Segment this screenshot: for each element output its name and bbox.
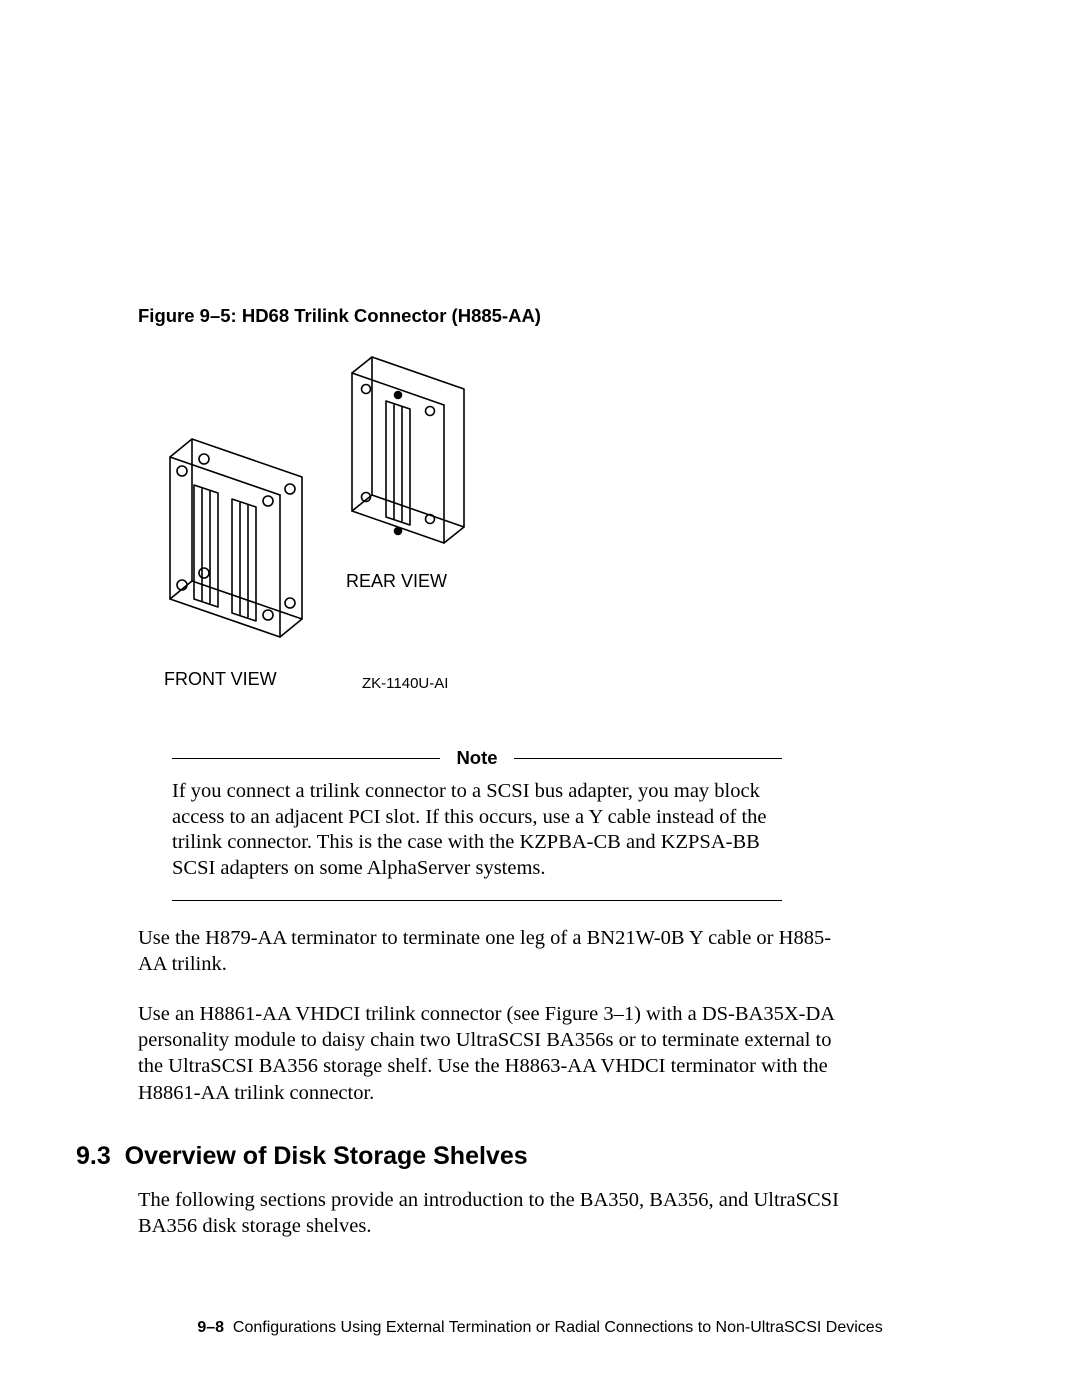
note-rule-left [172, 758, 440, 759]
rear-view-label: REAR VIEW [346, 571, 447, 592]
footer-text: Configurations Using External Terminatio… [233, 1319, 883, 1336]
rear-view-drawing [334, 349, 484, 569]
page-footer: 9–8 Configurations Using External Termin… [0, 1319, 1080, 1337]
footer-page-number: 9–8 [197, 1319, 224, 1336]
figure-caption: Figure 9–5: HD68 Trilink Connector (H885… [138, 305, 980, 327]
section-heading: 9.3 Overview of Disk Storage Shelves [76, 1142, 980, 1171]
note-label: Note [456, 747, 497, 769]
front-view-label: FRONT VIEW [164, 669, 277, 690]
section-number: 9.3 [76, 1142, 111, 1170]
note-rule-right [514, 758, 782, 759]
note-header: Note [172, 747, 782, 769]
paragraph-1: Use the H879-AA terminator to terminate … [138, 925, 848, 977]
figure-diagram: FRONT VIEW REAR VIEW ZK-1140U-AI [138, 349, 698, 689]
note-body-text: If you connect a trilink connector to a … [172, 779, 782, 882]
document-page: Figure 9–5: HD68 Trilink Connector (H885… [0, 0, 1080, 1397]
front-view-drawing [152, 429, 322, 659]
paragraph-2: Use an H8861-AA VHDCI trilink connector … [138, 1001, 848, 1106]
note-rule-bottom [172, 900, 782, 901]
note-block: Note If you connect a trilink connector … [172, 747, 782, 901]
section-title: Overview of Disk Storage Shelves [125, 1142, 528, 1170]
figure-code: ZK-1140U-AI [362, 675, 448, 692]
section-intro: The following sections provide an introd… [138, 1187, 848, 1239]
